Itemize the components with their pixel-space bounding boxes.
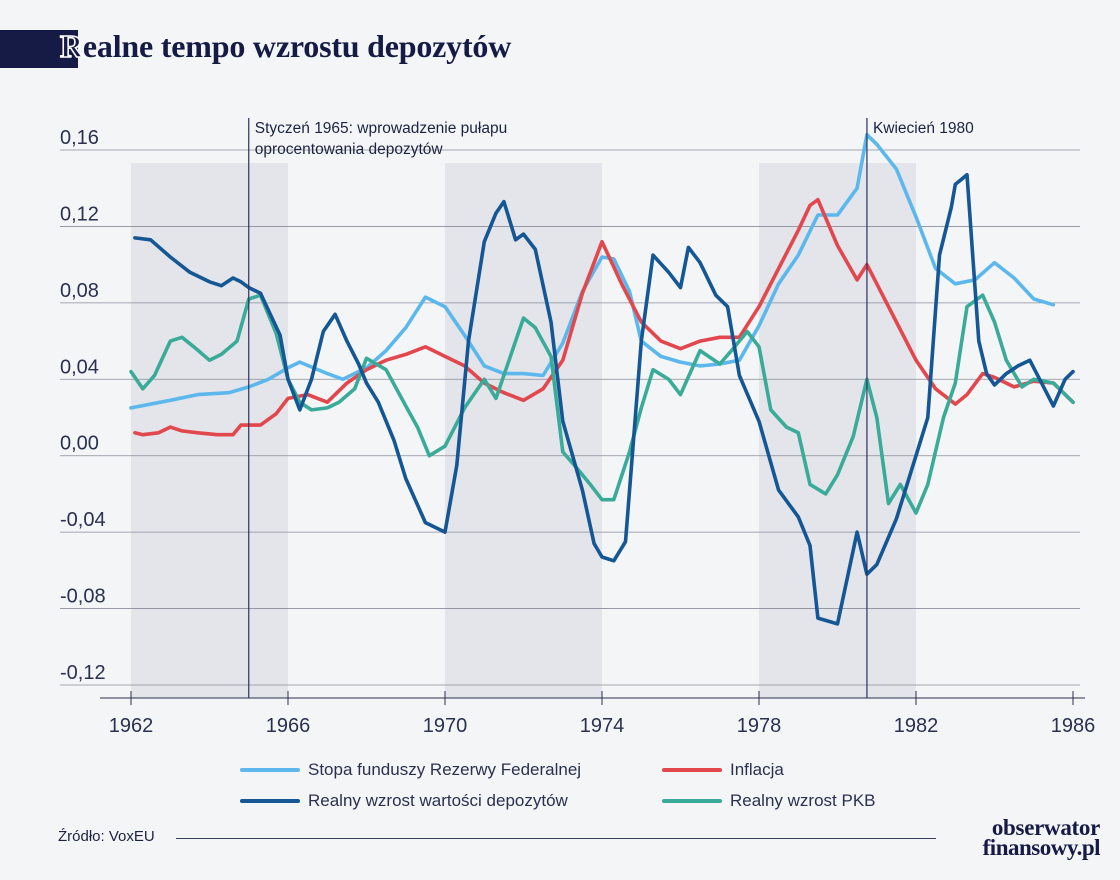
logo-line-1: obserwator xyxy=(991,815,1100,840)
legend-item-fed: Stopa funduszy Rezerwy Federalnej xyxy=(240,760,581,780)
logo-line-2: finansowy.pl xyxy=(982,835,1101,860)
shaded-period-1 xyxy=(445,163,602,698)
annotation-text-0-0: Styczeń 1965: wprowadzenie pułapu xyxy=(255,120,507,137)
source-note: Źródło: VoxEU xyxy=(58,828,155,845)
y-tick-label-1: 0,12 xyxy=(60,203,99,225)
legend-item-deposits: Realny wzrost wartości depozytów xyxy=(240,791,568,811)
legend-swatch-gdp xyxy=(662,799,722,803)
legend-label-fed: Stopa funduszy Rezerwy Federalnej xyxy=(308,760,582,779)
legend-label-deposits: Realny wzrost wartości depozytów xyxy=(308,791,568,810)
annotation-text-0-1: oprocentowania depozytów xyxy=(255,141,444,158)
y-tick-label-6: -0,08 xyxy=(60,586,106,608)
series-line-fed xyxy=(129,132,1056,410)
legend-label-inflation: Inflacja xyxy=(730,760,784,779)
legend-item-gdp: Realny wzrost PKB xyxy=(662,791,876,811)
y-tick-label-5: -0,04 xyxy=(60,509,106,531)
x-tick-label-0: 1962 xyxy=(109,715,154,737)
y-tick-label-3: 0,04 xyxy=(60,356,99,378)
y-tick-label-4: 0,00 xyxy=(60,433,99,455)
x-tick-label-1: 1966 xyxy=(266,715,311,737)
legend-swatch-inflation xyxy=(662,768,722,772)
title-rest: ealne tempo wzrostu depozytów xyxy=(82,28,512,64)
title-accent-bar xyxy=(0,30,78,68)
y-tick-label-2: 0,08 xyxy=(60,280,99,302)
y-tick-label-7: -0,12 xyxy=(60,662,106,684)
title-first-letter: R xyxy=(59,27,84,65)
x-tick-label-3: 1974 xyxy=(580,715,625,737)
series-line-gdp xyxy=(129,293,1075,515)
legend-swatch-fed xyxy=(240,768,300,772)
x-tick-label-5: 1982 xyxy=(894,715,939,737)
x-tick-label-4: 1978 xyxy=(737,715,782,737)
y-tick-label-0: 0,16 xyxy=(60,127,99,149)
publisher-logo: obserwator finansowy.pl xyxy=(950,815,1101,860)
legend-item-inflation: Inflacja xyxy=(662,760,784,780)
x-tick-label-2: 1970 xyxy=(423,715,468,737)
legend-label-gdp: Realny wzrost PKB xyxy=(730,791,876,810)
page-title: Realne tempo wzrostu depozytów xyxy=(59,27,512,65)
source-divider xyxy=(176,838,936,839)
x-tick-label-6: 1986 xyxy=(1051,715,1096,737)
series-line-inflation xyxy=(133,197,1075,437)
legend-swatch-deposits xyxy=(240,799,300,803)
annotation-text-1-0: Kwiecień 1980 xyxy=(873,120,974,137)
series-line-deposits xyxy=(133,173,1075,626)
